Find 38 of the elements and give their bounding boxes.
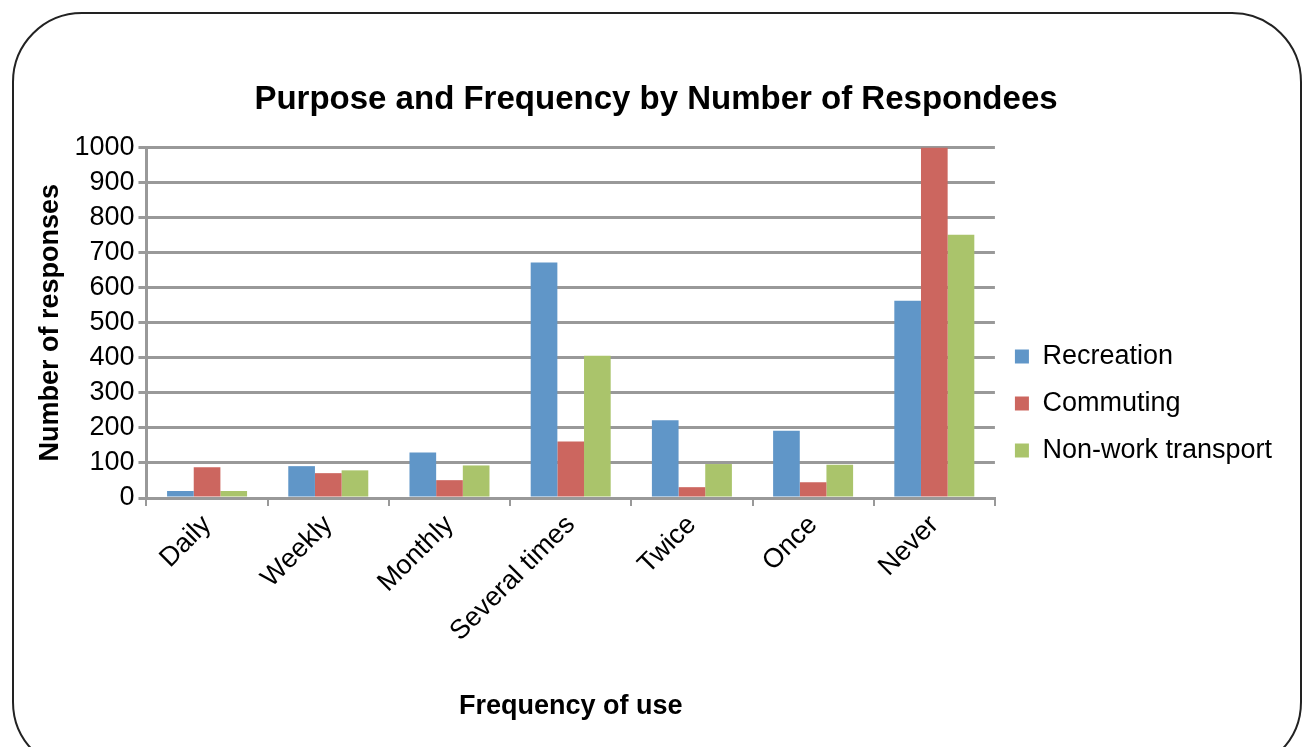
y-tick-label: 700 <box>89 236 135 267</box>
bar <box>894 300 921 497</box>
bar <box>799 482 827 497</box>
y-tick-label: 1000 <box>74 131 135 162</box>
bar <box>167 491 194 497</box>
y-tick-label: 300 <box>89 376 135 407</box>
bar <box>557 441 585 497</box>
bar <box>651 420 679 497</box>
x-axis-title: Frequency of use <box>458 690 683 721</box>
legend-label: Commuting <box>1042 386 1181 417</box>
bar <box>288 466 315 497</box>
bar <box>826 464 854 497</box>
y-tick-label: 400 <box>89 341 135 372</box>
bar <box>678 487 706 497</box>
legend-label: Non-work transport <box>1042 433 1273 464</box>
legend-label: Recreation <box>1042 339 1173 370</box>
bar <box>705 464 732 497</box>
bar <box>584 355 611 497</box>
bar <box>947 234 975 497</box>
bar <box>220 491 248 497</box>
chart-title: Purpose and Frequency by Number of Respondees <box>254 78 1058 116</box>
y-tick-label: 800 <box>89 201 135 232</box>
bar <box>314 473 342 497</box>
bar <box>193 467 221 497</box>
bar <box>409 452 437 497</box>
bar <box>773 430 800 497</box>
bar <box>436 480 463 497</box>
y-tick-label: 200 <box>89 411 135 442</box>
y-tick-label: 100 <box>89 446 135 477</box>
y-axis-title: Number of responses <box>33 184 64 462</box>
bar <box>341 470 369 497</box>
y-tick-label: 0 <box>119 481 135 512</box>
bar <box>920 147 948 497</box>
bar <box>530 262 558 497</box>
y-tick-label: 600 <box>89 271 135 302</box>
y-tick-label: 900 <box>89 166 135 197</box>
y-tick-label: 500 <box>89 306 135 337</box>
bar <box>462 465 490 497</box>
